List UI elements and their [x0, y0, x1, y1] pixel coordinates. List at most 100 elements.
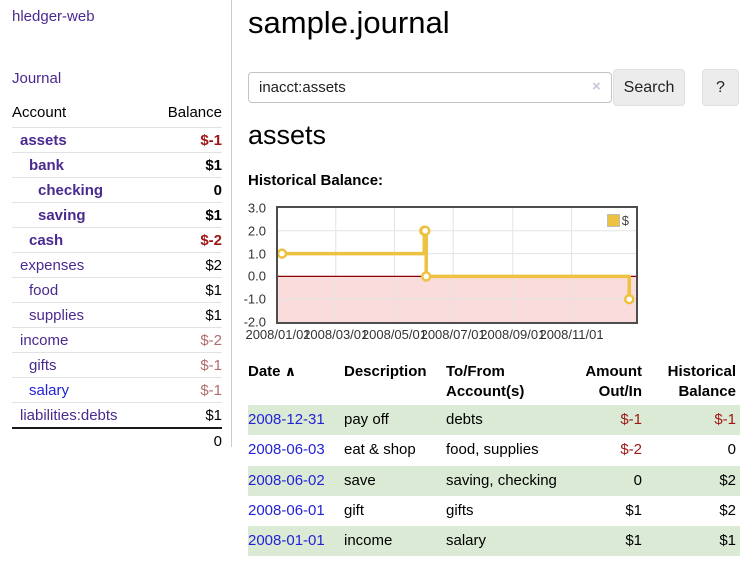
register-header-description: Description — [344, 363, 427, 380]
account-link[interactable]: income — [20, 332, 69, 349]
register-cell-description: income — [344, 526, 446, 557]
accounts-table-header: Account Balance — [12, 100, 222, 127]
page-title: sample.journal — [248, 5, 450, 40]
account-balance: $1 — [205, 207, 222, 224]
register-cell-accounts: food, supplies — [446, 441, 539, 459]
y-tick-label: 2.0 — [247, 223, 266, 239]
x-tick-label: 2008/03/01 — [303, 327, 369, 342]
register-header-row: Date ∧ Description To/From Account(s) Am… — [248, 360, 740, 405]
accounts-total-balance: 0 — [213, 433, 222, 450]
clear-search-icon[interactable]: × — [592, 78, 601, 95]
transaction-date-link[interactable]: 2008-06-02 — [248, 471, 325, 489]
account-row: liabilities:debts $1 — [12, 402, 222, 427]
account-link[interactable]: salary — [29, 382, 70, 399]
sidebar: hledger-web Journal Account Balance asse… — [0, 0, 232, 450]
account-balance: 0 — [213, 182, 222, 199]
register-row: 2008-01-01 income salary $1 $1 — [248, 526, 740, 557]
accounts-total-row: 0 — [12, 427, 222, 454]
account-link[interactable]: cash — [29, 232, 64, 249]
register-cell-balance: $1 — [650, 526, 740, 557]
chart-legend: $ — [604, 212, 631, 229]
register-row: 2008-06-01 gift gifts $1 $2 — [248, 496, 740, 526]
legend-swatch-icon — [606, 214, 620, 227]
y-tick-label: 1.0 — [247, 246, 266, 262]
account-link[interactable]: assets — [20, 132, 67, 149]
account-link[interactable]: supplies — [29, 307, 85, 324]
register-row: 2008-06-02 save saving, checking 0 $2 — [248, 465, 740, 496]
accounts-table: Account Balance assets $-1 bank $1 checking 0… — [12, 100, 222, 454]
search-input[interactable] — [248, 72, 612, 103]
register-cell-date: 2008-01-01 — [248, 526, 344, 557]
help-button[interactable]: ? — [702, 69, 739, 106]
account-row: salary $-1 — [12, 377, 222, 402]
account-link[interactable]: saving — [38, 207, 86, 224]
account-row: gifts $-1 — [12, 352, 222, 377]
account-link[interactable]: gifts — [29, 357, 57, 374]
register-cell-date: 2008-12-31 — [248, 405, 344, 436]
account-link[interactable]: checking — [38, 182, 104, 199]
account-balance: $1 — [205, 307, 222, 324]
x-tick-label: 2008/05/01 — [361, 327, 427, 342]
chart-x-axis-labels: 2008/01/01 2008/03/01 2008/05/01 2008/07/01… — [245, 327, 636, 343]
register-row: 2008-12-31 pay off debts $-1 $-1 — [248, 405, 740, 436]
account-balance: $-1 — [200, 382, 222, 399]
chart-canvas — [278, 208, 636, 322]
register-cell-accounts: salary — [446, 526, 568, 557]
account-row: expenses $2 — [12, 252, 222, 277]
account-balance: $-2 — [200, 332, 222, 349]
register-header-accounts: To/From Account(s) — [446, 363, 525, 400]
transaction-date-link[interactable]: 2008-01-01 — [248, 532, 325, 549]
account-row: bank $1 — [12, 152, 222, 177]
register-cell-amount: $-1 — [568, 405, 650, 436]
search-button[interactable]: Search — [613, 69, 685, 106]
y-tick-label: 0.0 — [247, 268, 266, 284]
register-cell-balance: $2 — [719, 501, 736, 519]
register-header-date[interactable]: Date ∧ — [248, 360, 344, 405]
register-cell-balance: $-1 — [650, 405, 740, 436]
app-title-link[interactable]: hledger-web — [12, 8, 95, 25]
legend-label: $ — [621, 213, 629, 228]
register-cell-date: 2008-06-03 — [248, 435, 344, 465]
account-link[interactable]: bank — [29, 157, 65, 174]
account-link[interactable]: food — [29, 282, 59, 299]
account-heading: assets — [248, 120, 327, 150]
register-cell-accounts: gifts — [446, 501, 474, 519]
x-tick-label: 2008/01/01 — [245, 327, 311, 342]
chart-y-axis-labels: 3.0 2.0 1.0 0.0 -1.0 -2.0 — [232, 201, 272, 330]
register-cell-accounts: saving, checking — [446, 465, 568, 496]
accounts-header-account: Account — [12, 104, 67, 121]
register-cell-date: 2008-06-02 — [248, 465, 344, 496]
sidebar-item-journal[interactable]: Journal — [12, 70, 62, 87]
register-cell-amount: $-2 — [620, 441, 642, 459]
historical-balance-chart[interactable]: $ — [276, 206, 638, 324]
register-cell-description: save — [344, 465, 446, 496]
account-link[interactable]: expenses — [20, 257, 85, 274]
accounts-rows: assets $-1 bank $1 checking 0 saving $1 cash $-2 e… — [12, 127, 222, 427]
register-cell-accounts: debts — [446, 405, 568, 436]
register-cell-amount: $1 — [625, 501, 642, 519]
account-row: assets $-1 — [12, 127, 222, 152]
account-row: checking 0 — [12, 177, 222, 202]
x-tick-label: 2008/09/01 — [480, 327, 546, 342]
register-cell-date: 2008-06-01 — [248, 496, 344, 526]
account-balance: $2 — [205, 257, 222, 274]
account-balance: $-2 — [200, 232, 222, 249]
account-row: supplies $1 — [12, 302, 222, 327]
y-tick-label: -1.0 — [243, 291, 266, 307]
account-row: cash $-2 — [12, 227, 222, 252]
y-tick-label: -2.0 — [243, 314, 266, 330]
register-cell-amount: 0 — [568, 465, 650, 496]
transaction-date-link[interactable]: 2008-06-03 — [248, 441, 325, 459]
y-tick-label: 3.0 — [247, 200, 266, 216]
account-link[interactable]: liabilities:debts — [20, 407, 118, 424]
accounts-header-balance: Balance — [167, 104, 222, 121]
register-cell-description: eat & shop — [344, 441, 416, 459]
register-header-amount: Amount Out/In — [585, 363, 642, 400]
x-tick-label: 2008/07/01 — [420, 327, 486, 342]
transaction-date-link[interactable]: 2008-12-31 — [248, 411, 325, 428]
transaction-date-link[interactable]: 2008-06-01 — [248, 501, 325, 519]
account-balance: $-1 — [200, 357, 222, 374]
register-row: 2008-06-03 eat & shop food, supplies $-2 0 — [248, 435, 740, 465]
account-row: saving $1 — [12, 202, 222, 227]
register-cell-balance: $2 — [650, 465, 740, 496]
